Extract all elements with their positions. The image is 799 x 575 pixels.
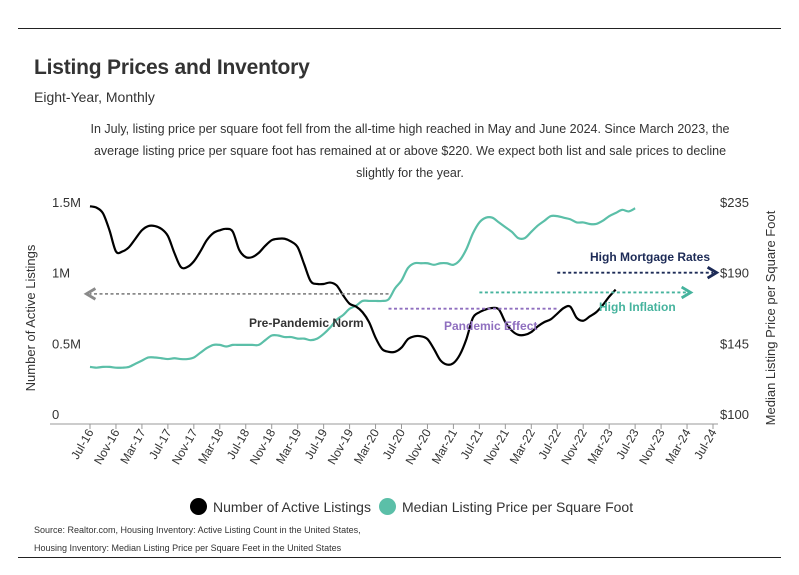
chart-subtitle: Eight-Year, Monthly [34,89,155,105]
legend-label-active: Number of Active Listings [213,498,371,515]
y-left-tick-label: 0 [52,407,59,422]
legend-label-price: Median Listing Price per Square Foot [401,498,634,515]
x-tick-label: Mar-17 [117,426,148,466]
series-line-price-per-sqft [89,207,636,369]
x-tick-label: Mar-20 [351,426,382,466]
legend-dot-active [190,498,207,515]
annotation-label-pandemic: Pandemic Effect [444,319,537,333]
x-tick-label: Mar-18 [195,426,226,466]
chart-title: Listing Prices and Inventory [34,56,310,79]
x-tick-label: Mar-19 [273,426,304,466]
legend: Number of Active Listings Median Listing… [190,498,641,515]
annotation-label-mortgage: High Mortgage Rates [590,250,710,264]
x-tick-label: Mar-24 [663,426,694,466]
legend-dot-price [378,498,396,515]
y-left-tick-label: 1.5M [52,195,81,210]
y-right-tick-label: $190 [720,266,749,281]
source-line-1: Source: Realtor.com, Housing Inventory: … [34,525,361,535]
y-left-axis-label: Number of Active Listings [23,244,38,391]
x-tick-label: Mar-22 [507,426,538,466]
y-right-tick-label: $100 [720,407,749,422]
x-tick-label: Mar-21 [429,426,460,466]
x-tick-label: Mar-23 [585,426,616,466]
source-line-2: Housing Inventory: Median Listing Price … [34,543,342,553]
y-right-tick-label: $235 [720,195,749,210]
annotation-label-prepandemic: Pre-Pandemic Norm [249,316,364,330]
y-right-axis-label: Median Listing Price per Square Foot [763,210,778,425]
x-tick-label: Jul-24 [691,426,720,462]
annotation-label-inflation: High Inflation [599,300,676,314]
legend-item-active: Number of Active Listings [190,498,371,515]
top-rule [18,28,781,29]
y-left-tick-label: 1M [52,266,70,281]
series-line-active-listings [89,205,617,366]
bottom-rule [18,557,781,558]
chart-description: In July, listing price per square foot f… [90,122,730,180]
y-left-tick-label: 0.5M [52,336,81,351]
legend-item-price: Median Listing Price per Square Foot [378,498,634,515]
y-right-tick-label: $145 [720,336,749,351]
